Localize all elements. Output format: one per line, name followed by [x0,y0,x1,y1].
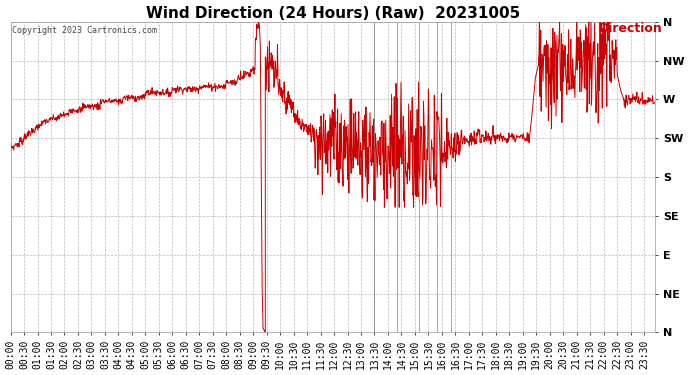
Title: Wind Direction (24 Hours) (Raw)  20231005: Wind Direction (24 Hours) (Raw) 20231005 [146,6,520,21]
Text: Copyright 2023 Cartronics.com: Copyright 2023 Cartronics.com [12,26,157,35]
Text: Direction: Direction [599,22,662,36]
